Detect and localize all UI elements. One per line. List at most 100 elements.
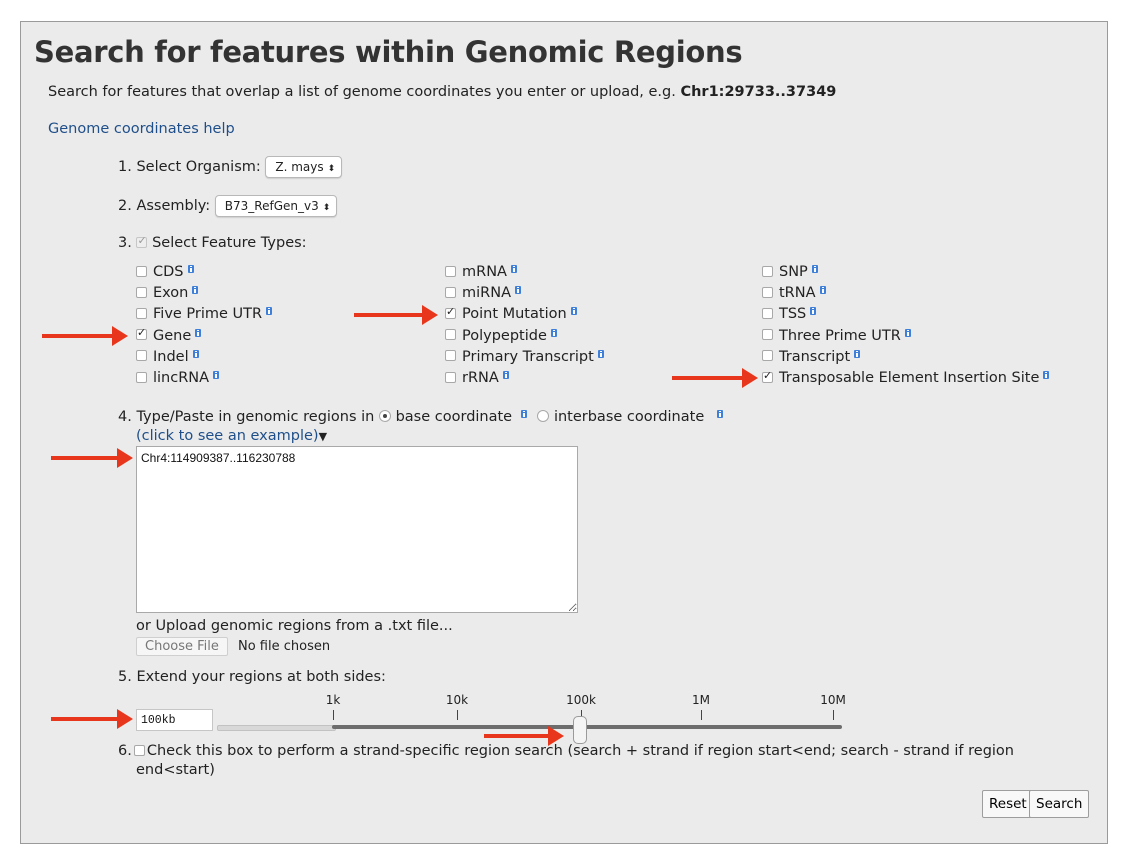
info-icon[interactable] — [192, 349, 199, 358]
info-icon[interactable] — [266, 307, 273, 316]
feature-checkbox[interactable] — [136, 265, 147, 277]
example-link[interactable]: (click to see an example) — [136, 428, 319, 444]
feature-label: tRNA — [779, 285, 816, 302]
info-icon[interactable] — [819, 286, 826, 295]
slider-tick-label: 10k — [445, 693, 469, 707]
interbase-coordinate-label: interbase coordinate — [553, 409, 705, 425]
organism-value: Z. mays — [275, 160, 324, 174]
base-coordinate-label: base coordinate — [395, 409, 513, 425]
feature-checkbox[interactable] — [762, 329, 773, 341]
feature-checkbox[interactable] — [762, 350, 773, 362]
feature-label: Polypeptide — [462, 327, 547, 344]
extend-value-input[interactable] — [136, 709, 213, 731]
extend-label: 5. Extend your regions at both sides: — [118, 669, 386, 685]
feature-option: lincRNA — [136, 370, 220, 386]
slider-tick-label: 10M — [820, 693, 846, 707]
feature-option: CDS — [136, 264, 194, 280]
feature-checkbox[interactable] — [445, 350, 456, 362]
info-icon[interactable] — [716, 410, 723, 418]
feature-label: lincRNA — [153, 370, 210, 386]
feature-checkbox[interactable] — [762, 286, 773, 298]
info-icon[interactable] — [502, 371, 509, 379]
slider-tick-mark — [701, 710, 702, 720]
step-organism: 1. Select Organism: Z. mays ⬍ — [118, 156, 343, 178]
feature-checkbox[interactable] — [136, 286, 147, 298]
info-icon[interactable] — [520, 410, 527, 418]
assembly-select[interactable]: B73_RefGen_v3 ⬍ — [214, 195, 338, 217]
feature-label: rRNA — [462, 370, 499, 386]
feature-label: Primary Transcript — [462, 348, 594, 365]
info-icon[interactable] — [195, 328, 202, 337]
feature-checkbox[interactable] — [136, 326, 147, 341]
info-icon[interactable] — [510, 265, 517, 273]
reset-button[interactable]: Reset — [982, 790, 1034, 818]
strand-specific-checkbox[interactable] — [133, 744, 145, 756]
annotation-arrow-transposable — [672, 368, 758, 388]
annotation-arrow-gene — [42, 326, 128, 346]
feature-label: Gene — [153, 327, 192, 344]
feature-checkbox[interactable] — [136, 350, 147, 362]
no-file-text: No file chosen — [237, 639, 331, 654]
step-regions: 4. Type/Paste in genomic regions in base… — [118, 409, 723, 425]
feature-checkbox[interactable] — [445, 329, 456, 341]
feature-option: TSS — [762, 306, 817, 322]
feature-label: Indel — [153, 348, 189, 365]
feature-option: mRNA — [445, 264, 517, 280]
interbase-coordinate-radio[interactable] — [537, 410, 550, 422]
feature-label: miRNA — [462, 285, 511, 302]
info-icon[interactable] — [187, 265, 194, 273]
feature-option: Primary Transcript — [445, 349, 604, 365]
organism-label: 1. Select Organism: — [118, 159, 261, 175]
feature-option: SNP — [762, 264, 818, 280]
regions-textarea[interactable]: Chr4:114909387..116230788 — [136, 446, 578, 613]
info-icon[interactable] — [904, 328, 911, 337]
genome-coordinates-help-link[interactable]: Genome coordinates help — [48, 121, 235, 137]
annotation-arrow-slider — [484, 726, 564, 746]
step-strand: 6. Check this box to perform a strand-spe… — [118, 743, 1014, 759]
feature-label: Three Prime UTR — [779, 327, 901, 344]
organism-select[interactable]: Z. mays ⬍ — [265, 156, 343, 178]
feature-label: SNP — [779, 264, 808, 280]
info-icon[interactable] — [810, 307, 817, 316]
feature-option: Exon — [136, 285, 199, 301]
slider-tick-mark — [457, 710, 458, 720]
file-upload: Choose File No file chosen — [136, 635, 330, 656]
select-arrows-icon: ⬍ — [322, 203, 331, 213]
feature-checkbox[interactable] — [445, 305, 456, 319]
slider-tick-mark — [833, 710, 834, 720]
info-icon[interactable] — [192, 286, 199, 295]
slider-track-left[interactable] — [217, 725, 336, 731]
feature-option: Three Prime UTR — [762, 328, 911, 344]
slider-track[interactable] — [332, 725, 842, 729]
triangle-down-icon: ▼ — [318, 430, 328, 443]
slider-thumb[interactable] — [573, 716, 587, 744]
example-toggle[interactable]: (click to see an example)▼ — [136, 428, 327, 444]
feature-checkbox[interactable] — [445, 286, 456, 298]
feature-types-title: Select Feature Types: — [152, 235, 307, 251]
assembly-value: B73_RefGen_v3 — [224, 199, 319, 213]
info-icon[interactable] — [550, 328, 557, 337]
feature-checkbox[interactable] — [136, 307, 147, 319]
info-icon[interactable] — [1043, 371, 1050, 379]
info-icon[interactable] — [570, 307, 577, 316]
base-coordinate-radio[interactable] — [378, 410, 391, 422]
feature-checkbox[interactable] — [762, 307, 773, 319]
choose-file-button[interactable]: Choose File — [136, 637, 228, 656]
feature-checkbox[interactable] — [445, 371, 456, 383]
info-icon[interactable] — [854, 349, 861, 358]
step-feature-types: 3. Select Feature Types: — [118, 234, 307, 252]
feature-checkbox[interactable] — [762, 369, 773, 383]
info-icon[interactable] — [515, 286, 521, 295]
feature-label: mRNA — [462, 264, 507, 280]
feature-checkbox[interactable] — [136, 371, 147, 383]
search-button[interactable]: Search — [1029, 790, 1090, 818]
step-assembly: 2. Assembly: B73_RefGen_v3 ⬍ — [118, 195, 338, 217]
info-icon[interactable] — [597, 349, 604, 358]
info-icon[interactable] — [811, 265, 818, 273]
slider-tick-mark — [333, 710, 334, 720]
feature-checkbox[interactable] — [445, 265, 456, 277]
feature-option: Point Mutation — [445, 305, 577, 322]
info-icon[interactable] — [213, 371, 220, 379]
feature-checkbox[interactable] — [762, 265, 773, 277]
feature-option: Gene — [136, 326, 202, 344]
